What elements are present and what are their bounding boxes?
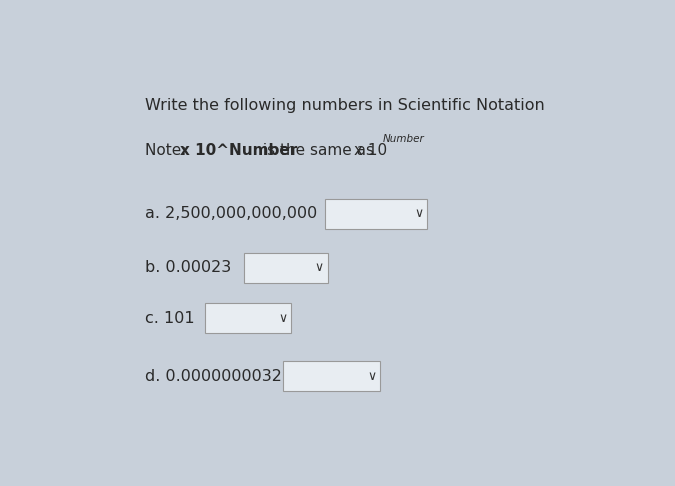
Text: ∨: ∨ xyxy=(278,312,287,325)
Text: x 10: x 10 xyxy=(354,142,387,157)
FancyBboxPatch shape xyxy=(244,253,327,283)
Text: ∨: ∨ xyxy=(367,370,376,383)
Text: Note:: Note: xyxy=(144,142,191,157)
Text: b. 0.00023: b. 0.00023 xyxy=(144,260,231,276)
Text: x 10^Number: x 10^Number xyxy=(180,142,298,157)
Text: c. 101: c. 101 xyxy=(144,311,194,326)
Text: a. 2,500,000,000,000: a. 2,500,000,000,000 xyxy=(144,206,317,221)
FancyBboxPatch shape xyxy=(205,303,291,333)
Text: d. 0.0000000032: d. 0.0000000032 xyxy=(144,369,281,384)
FancyBboxPatch shape xyxy=(284,362,380,391)
Text: ∨: ∨ xyxy=(414,207,423,220)
Text: Write the following numbers in Scientific Notation: Write the following numbers in Scientifi… xyxy=(144,98,544,113)
Text: Number: Number xyxy=(383,134,425,144)
Text: is the same as: is the same as xyxy=(258,142,383,157)
Text: ∨: ∨ xyxy=(315,261,324,275)
FancyBboxPatch shape xyxy=(325,199,427,228)
